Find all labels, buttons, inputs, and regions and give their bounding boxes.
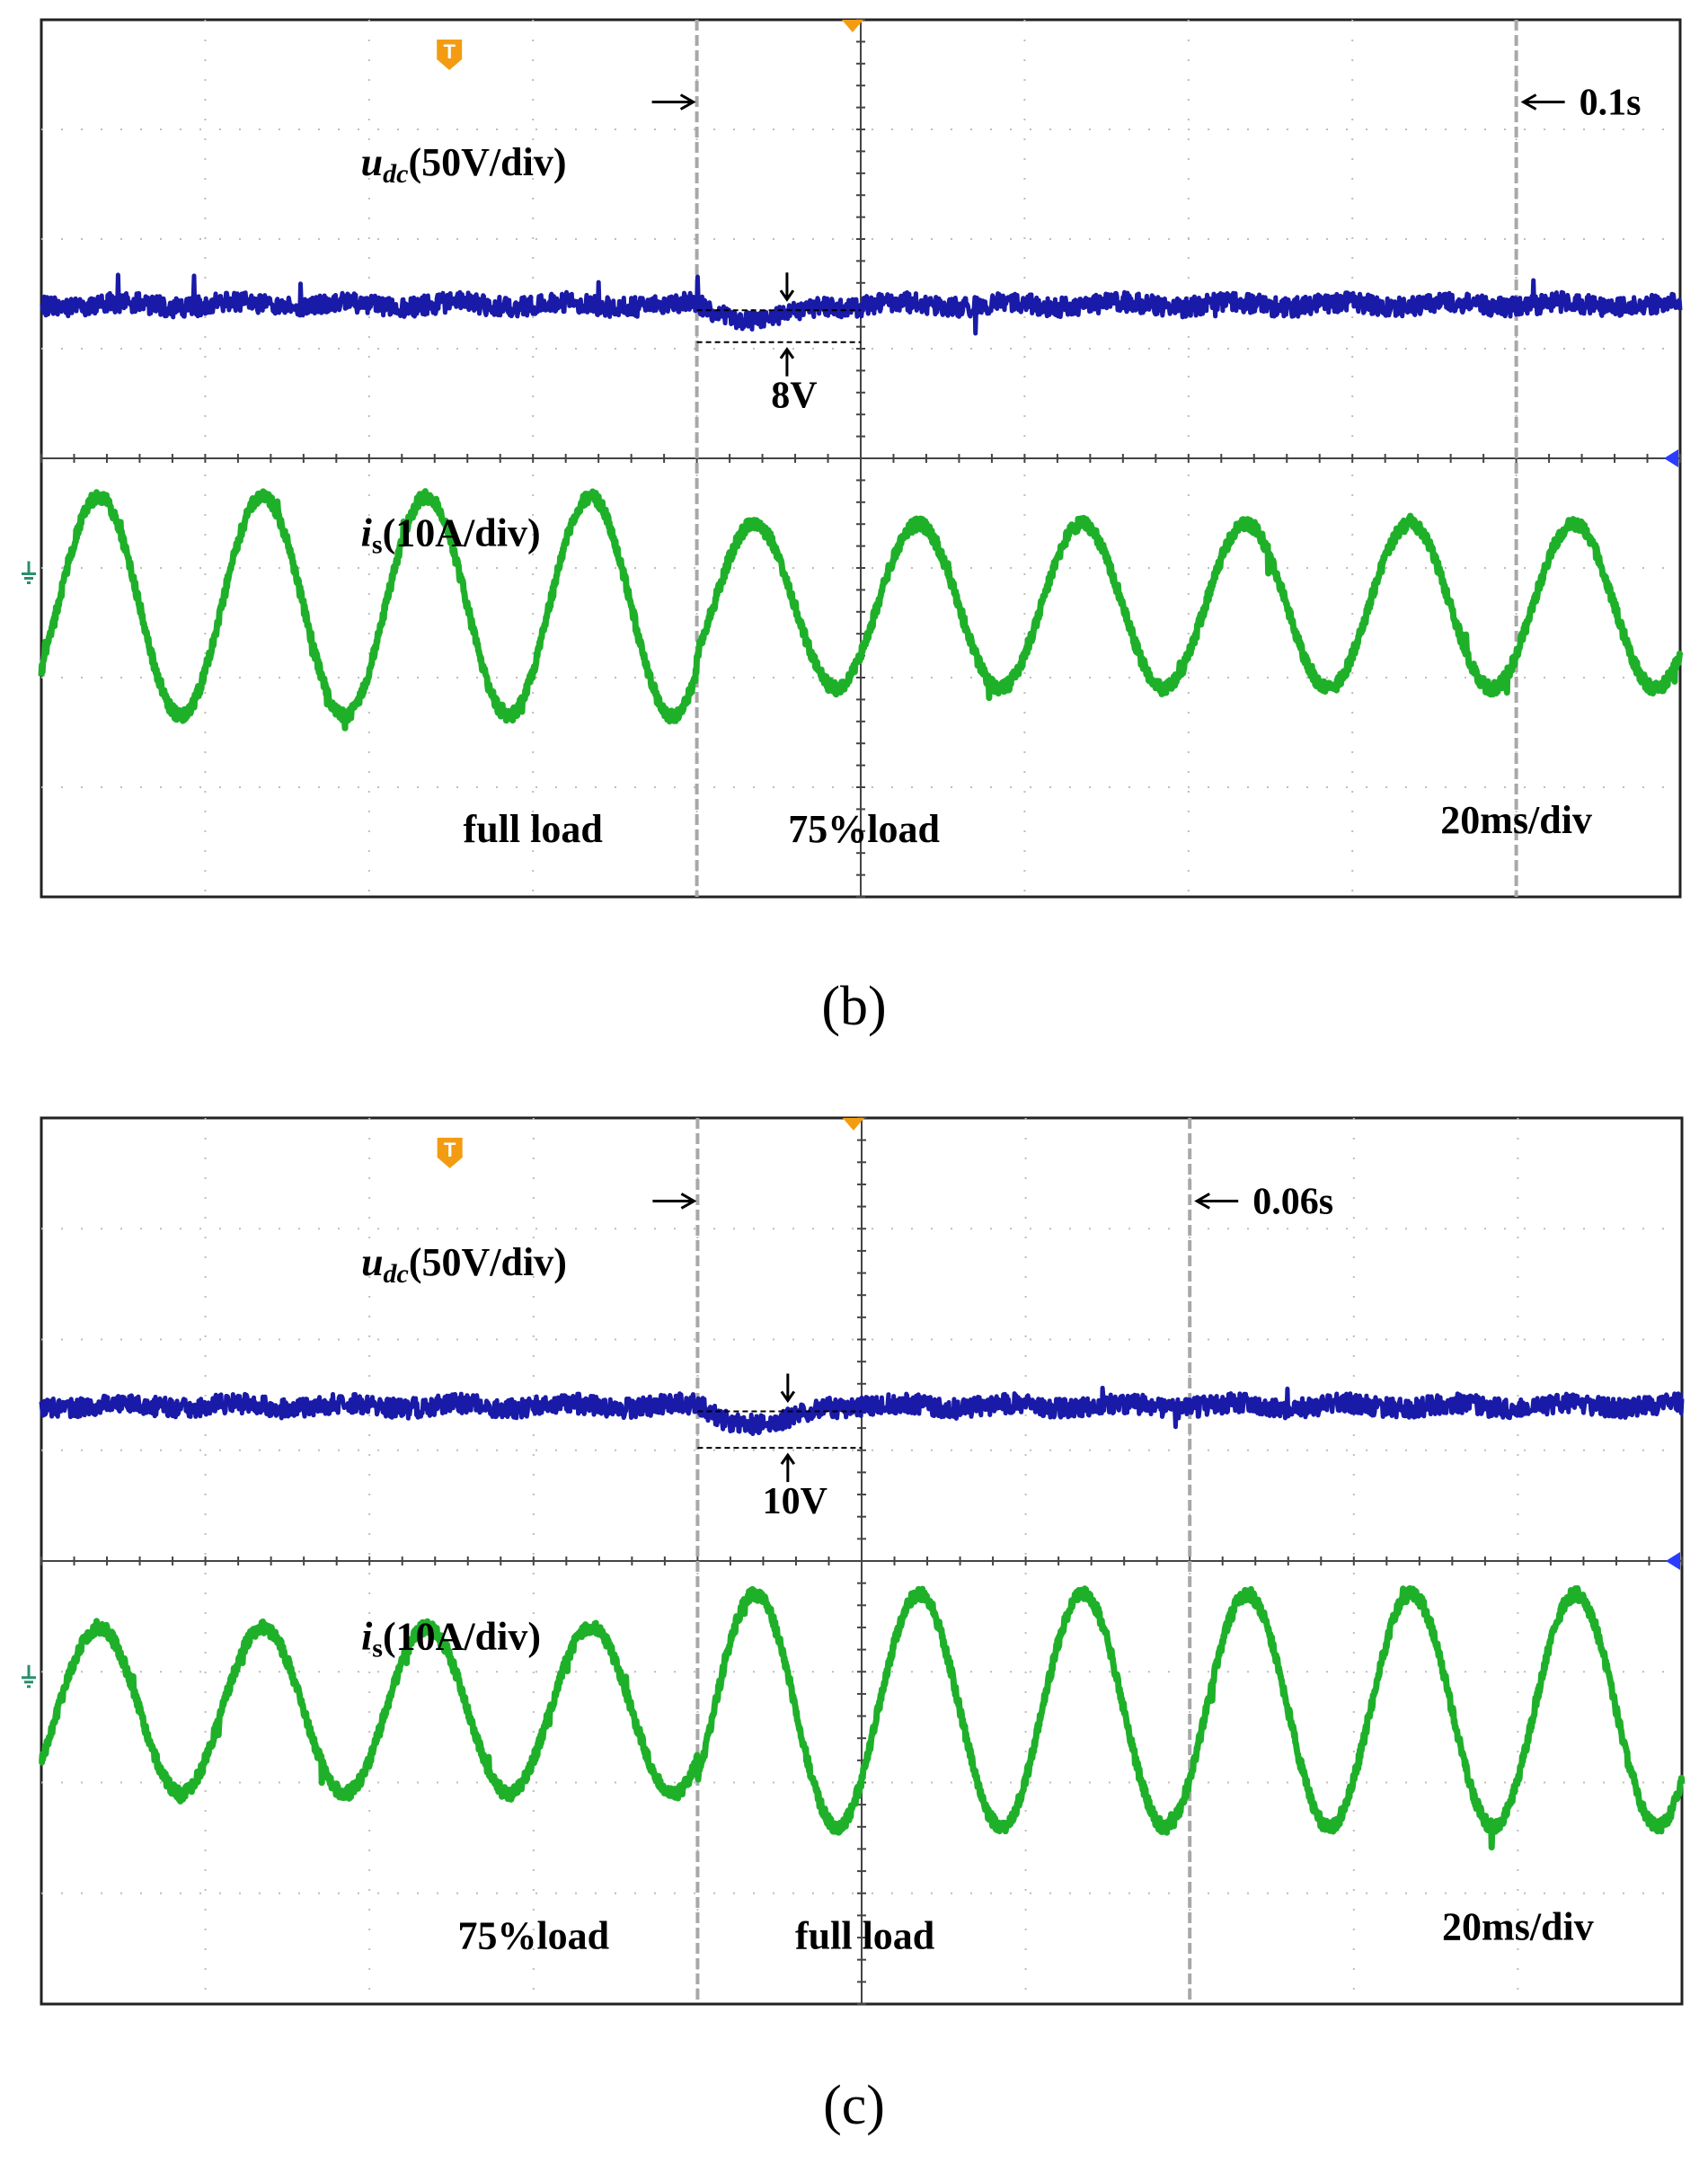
p0-interval-value-label: 0.1s	[1580, 83, 1642, 124]
p0-region-left-label: full load	[464, 807, 603, 851]
caption-c: (c)	[823, 2075, 885, 2136]
p0-timebase-label: 20ms/div	[1440, 798, 1592, 842]
p0-udc-label: udc(50V/div)	[361, 140, 567, 189]
p1-interval-arrow-end	[1194, 1193, 1239, 1210]
p1-region-left-label: 75%load	[457, 1913, 609, 1957]
p1-dip-value-label: 10V	[763, 1481, 827, 1522]
p0-region-right-label: 75%load	[788, 807, 940, 851]
scope-panel-c: T 10V 0.06s udc(50V/div) is(10A/div) 75%load f…	[0, 1078, 1708, 2164]
p0-trigger-badge-icon	[437, 40, 463, 70]
p0-ground-icon	[22, 561, 36, 584]
oscilloscope-plot-b: T 8V 0.1s udc(50V/div) is(10A/div) full load 7…	[22, 18, 1684, 899]
p1-trigger-badge-icon	[437, 1138, 463, 1168]
p1-ground-icon	[22, 1664, 36, 1689]
p1-trigger-badge-label: T	[444, 1139, 456, 1161]
oscilloscope-plot-c: T 10V 0.06s udc(50V/div) is(10A/div) 75%load f…	[22, 1116, 1686, 2006]
p1-dip-arrow-down	[780, 1373, 796, 1404]
p0-interval-arrow-end	[1520, 93, 1565, 111]
p0-trigger-badge-label: T	[443, 40, 456, 63]
p1-region-right-label: full load	[795, 1913, 934, 1957]
p0-trace-is	[38, 488, 1684, 732]
p0-dip-arrow-up	[779, 347, 795, 377]
scope-panel-b: T 8V 0.1s udc(50V/div) is(10A/div) full load 7…	[0, 0, 1708, 1078]
p0-dip-arrow-down	[779, 272, 795, 302]
p1-interval-arrow-start	[652, 1193, 697, 1210]
p0-trigger-position-marker	[841, 20, 863, 32]
p0-dip-value-label: 8V	[771, 376, 817, 417]
p1-timebase-label: 20ms/div	[1442, 1904, 1594, 1948]
p1-trace-udc	[39, 1386, 1685, 1436]
p0-interval-arrow-start	[651, 93, 696, 111]
p0-reference-marker	[1664, 449, 1678, 467]
p0-is-label: is(10A/div)	[361, 511, 541, 560]
p1-udc-label: udc(50V/div)	[361, 1240, 567, 1289]
p0-trace-udc	[40, 272, 1683, 336]
p1-dip-arrow-up	[780, 1452, 796, 1483]
p1-is-label: is(10A/div)	[361, 1615, 541, 1663]
p1-trigger-position-marker	[842, 1118, 864, 1131]
p1-trace-is	[38, 1585, 1686, 1851]
caption-b: (b)	[821, 976, 887, 1037]
p1-reference-marker	[1666, 1552, 1680, 1570]
p1-interval-value-label: 0.06s	[1252, 1181, 1333, 1222]
